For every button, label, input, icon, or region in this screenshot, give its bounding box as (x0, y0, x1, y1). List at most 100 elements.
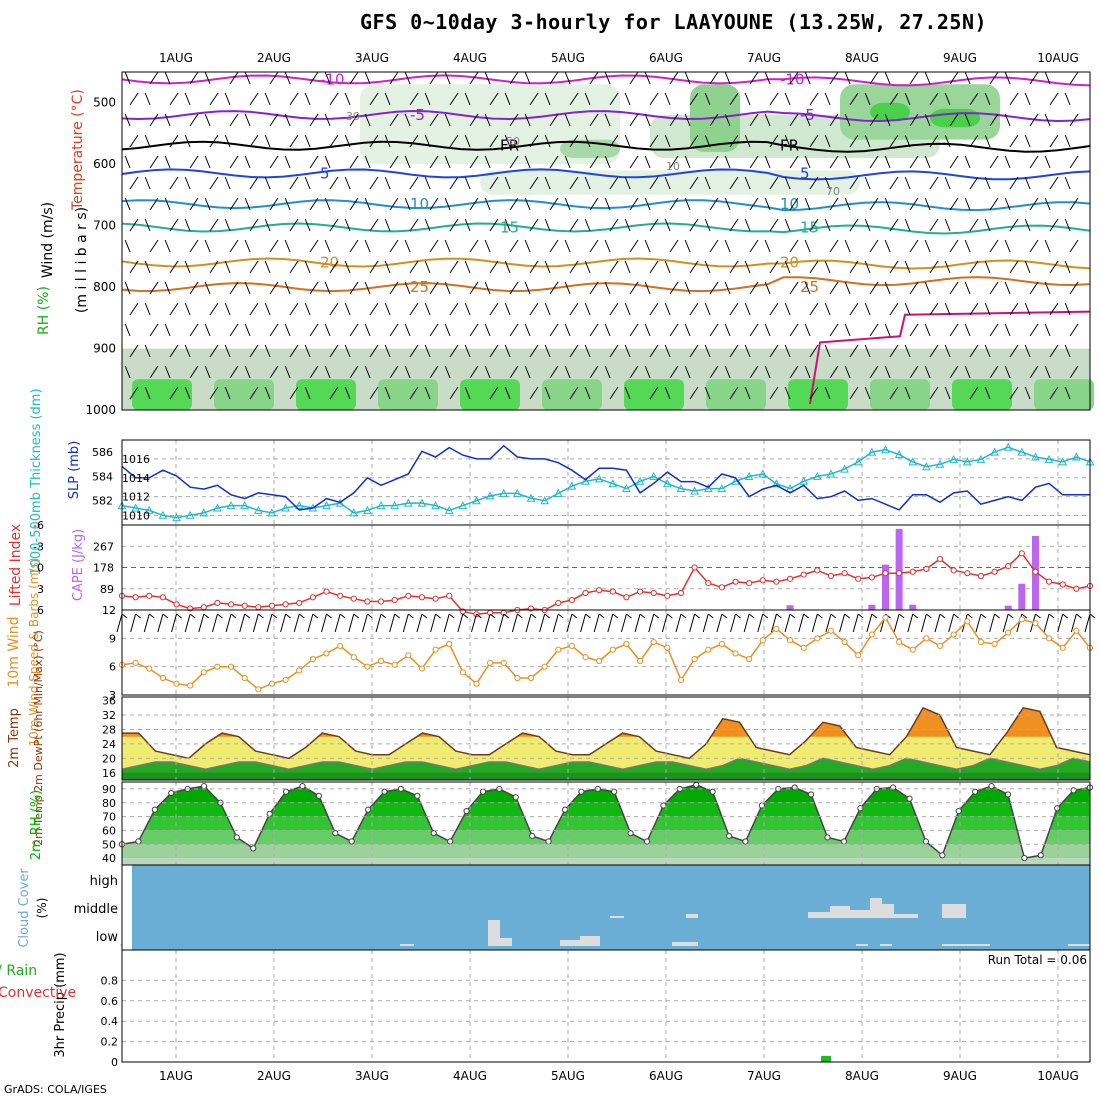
cloud-bar (686, 914, 698, 918)
wind-barb (324, 281, 331, 295)
wind-speed-series-point (936, 642, 944, 649)
wind-barb (1044, 239, 1051, 253)
wind-speed-series-point (214, 663, 221, 670)
date-label-bottom: 4AUG (453, 1069, 487, 1083)
wind-barb (344, 92, 351, 106)
date-label-bottom: 10AUG (1037, 1069, 1079, 1083)
rh-series-point (578, 788, 585, 795)
wind-barb (1009, 176, 1019, 190)
thickness-series-point (458, 501, 468, 510)
wind-barb (984, 218, 991, 232)
thickness-series-point (744, 471, 754, 480)
wind-barb (369, 176, 379, 190)
wind-barb (609, 92, 619, 106)
thickness-series-point (431, 501, 440, 510)
wind-barb (669, 281, 679, 295)
thickness-series-point (363, 505, 372, 514)
wind-speed-series-point (596, 657, 603, 665)
wind-barb (364, 323, 371, 337)
rh-blob (706, 379, 766, 410)
wind-barb (407, 613, 414, 619)
wind-barb (361, 613, 368, 633)
page-title: GFS 0~10day 3-hourly for LAAYOUNE (13.25… (360, 10, 988, 34)
isotherm-line (121, 140, 1091, 153)
cape-bar (895, 528, 903, 610)
wind-barb (909, 323, 919, 337)
wind-barb (804, 323, 811, 337)
wind-speed-series-point (132, 659, 139, 666)
wind-barb (504, 176, 511, 190)
wind-barb (884, 113, 891, 127)
wind-barb (869, 323, 879, 337)
wind-barb (764, 71, 771, 85)
cloud-bar (610, 916, 624, 918)
wind-barb (524, 71, 531, 85)
wind-barb (364, 239, 371, 253)
wind-barb (989, 113, 999, 127)
wind-barb (557, 613, 564, 619)
thickness-series-point (649, 471, 659, 480)
wind-barb (549, 197, 559, 211)
rh-series-point (479, 788, 487, 795)
thickness-series-point (267, 508, 277, 517)
y-axis-label-rh: 2m RH (%) (29, 790, 44, 861)
wind-speed-series-point (377, 657, 385, 665)
wind-barb (649, 386, 659, 400)
wind-speed-series-point (405, 652, 412, 659)
wind-barb (239, 613, 246, 633)
wind-barb (716, 613, 723, 633)
wind-barb (889, 386, 899, 400)
thickness-series-point (1017, 447, 1027, 456)
wind-barb (149, 323, 159, 337)
wind-barb (524, 113, 531, 127)
wind-barb (784, 613, 791, 633)
wind-barb (924, 323, 931, 337)
wind-barb (620, 613, 627, 633)
wind-barb (593, 613, 600, 633)
cloud-bar (870, 898, 882, 918)
wind-barb (171, 613, 178, 633)
wind-barb (607, 613, 614, 633)
wind-barb (144, 176, 151, 190)
wind-barb (309, 239, 319, 253)
isotherm-line (121, 199, 1091, 212)
wind-barb (1049, 134, 1059, 148)
wind-barb (749, 113, 759, 127)
wind-barb (1044, 197, 1051, 211)
wind-barb (744, 386, 751, 400)
wind-barb (924, 197, 931, 211)
wind-barb (869, 155, 879, 169)
wind-barb (264, 176, 271, 190)
wind-barb (129, 386, 139, 400)
wind-barb (789, 197, 799, 211)
wind-tick: 3 (109, 689, 116, 702)
wind-barb (929, 260, 939, 274)
wind-barb (1024, 218, 1031, 232)
wind-barb (369, 302, 379, 316)
wind-barb (744, 302, 751, 316)
rh-series-point (233, 834, 240, 841)
wind-barb (304, 92, 311, 106)
wind-barb (329, 260, 339, 274)
wind-barb (284, 155, 291, 169)
wind-barb (604, 113, 611, 127)
lifted-index-series-point (896, 570, 903, 577)
wind-barb (589, 113, 599, 127)
wind-barb (924, 365, 931, 379)
wind-barb (489, 218, 499, 232)
wind-barb (584, 92, 591, 106)
wind-barb (724, 281, 731, 295)
wind-barb (893, 613, 900, 633)
rh-series-point (430, 830, 437, 837)
rh-label: 10 (666, 160, 680, 173)
wind-barb (866, 613, 873, 633)
wind-speed-series-point (691, 656, 698, 663)
wind-barb (348, 613, 355, 633)
wind-barb (689, 260, 699, 274)
wind-barb (444, 281, 451, 295)
wind-speed-series-point (705, 646, 712, 653)
wind-barb (884, 323, 891, 337)
wind-barb (424, 218, 431, 232)
wind-barb (344, 386, 351, 400)
thickness-series-point (417, 498, 427, 507)
